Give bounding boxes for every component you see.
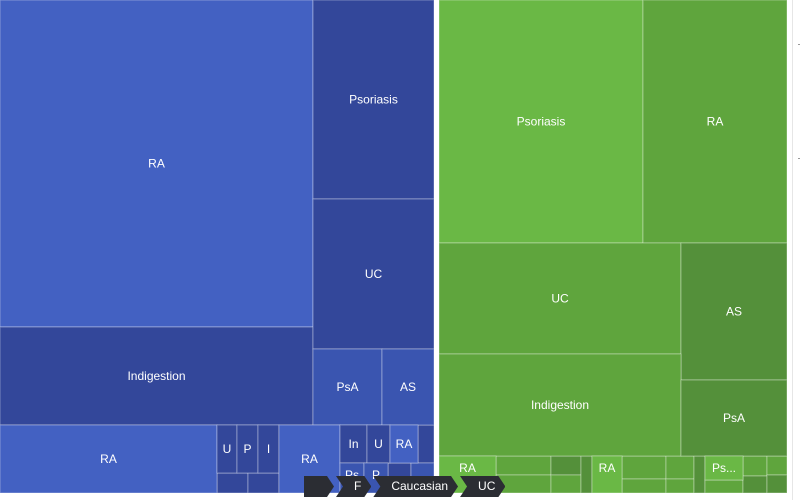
- treemap-cell[interactable]: [257, 424, 280, 474]
- treemap-cell[interactable]: [339, 424, 368, 464]
- treemap-cell[interactable]: [766, 455, 788, 476]
- treemap-node[interactable]: RA: [0, 0, 314, 328]
- treemap-node[interactable]: PsA: [680, 379, 788, 457]
- right-edge-strip: [792, 0, 800, 500]
- treemap-node[interactable]: PsA: [312, 348, 383, 426]
- treemap-cell[interactable]: [742, 475, 768, 494]
- treemap-cell[interactable]: [591, 455, 623, 494]
- treemap-cell[interactable]: [742, 455, 768, 477]
- breadcrumb: F Caucasian UC: [304, 476, 507, 497]
- treemap-cell[interactable]: [680, 242, 788, 381]
- treemap-cell[interactable]: [621, 455, 667, 480]
- treemap-cell[interactable]: [236, 424, 259, 474]
- treemap-cell[interactable]: [438, 0, 644, 244]
- breadcrumb-item-f[interactable]: F: [336, 476, 371, 497]
- treemap-cell[interactable]: [0, 424, 218, 494]
- treemap-cell[interactable]: [312, 198, 435, 350]
- treemap-node[interactable]: U: [216, 424, 238, 474]
- treemap-cell[interactable]: [247, 472, 280, 494]
- breadcrumb-item-caucasian[interactable]: Caucasian: [373, 476, 458, 497]
- treemap-cell[interactable]: [216, 472, 249, 494]
- treemap-node[interactable]: RA: [591, 455, 623, 494]
- treemap-node[interactable]: Psoriasis: [438, 0, 644, 244]
- treemap-cell[interactable]: [693, 455, 706, 494]
- treemap-node[interactable]: AS: [680, 242, 788, 381]
- treemap-cell[interactable]: [438, 353, 682, 457]
- breadcrumb-root[interactable]: [304, 476, 334, 497]
- treemap-cell[interactable]: [642, 0, 788, 244]
- treemap-cell[interactable]: [665, 455, 695, 480]
- treemap-node[interactable]: P: [236, 424, 259, 474]
- treemap-node[interactable]: RA: [0, 424, 218, 494]
- treemap-node[interactable]: Psoriasis: [312, 0, 435, 200]
- treemap-node[interactable]: RA: [642, 0, 788, 244]
- treemap-node[interactable]: Indigestion: [438, 353, 682, 457]
- treemap-cell[interactable]: [417, 424, 435, 464]
- treemap-cell[interactable]: [216, 424, 238, 474]
- treemap-node[interactable]: In: [339, 424, 368, 464]
- treemap-cell[interactable]: [389, 424, 419, 464]
- treemap-cell[interactable]: [621, 478, 667, 494]
- treemap-cell[interactable]: [704, 455, 744, 481]
- treemap-cell[interactable]: [495, 455, 552, 476]
- treemap-cell[interactable]: [550, 474, 582, 494]
- treemap-node[interactable]: AS: [381, 348, 435, 426]
- treemap-cell[interactable]: [438, 242, 682, 355]
- treemap-cell[interactable]: [0, 0, 314, 328]
- breadcrumb-item-uc[interactable]: UC: [460, 476, 505, 497]
- treemap-node[interactable]: Indigestion: [0, 326, 314, 426]
- treemap-cell[interactable]: [665, 478, 695, 494]
- treemap-cell[interactable]: [580, 455, 593, 494]
- treemap-cell[interactable]: [366, 424, 391, 464]
- treemap-cell[interactable]: [381, 348, 435, 426]
- treemap-node[interactable]: UC: [438, 242, 682, 355]
- treemap-node[interactable]: UC: [312, 198, 435, 350]
- treemap-cell[interactable]: [766, 474, 788, 494]
- treemap-cell[interactable]: [0, 326, 314, 426]
- treemap-node[interactable]: Ps...: [704, 455, 744, 481]
- treemap-cell[interactable]: [704, 479, 744, 494]
- treemap-node[interactable]: I: [257, 424, 280, 474]
- group-separator: [434, 0, 439, 500]
- treemap-cell[interactable]: [312, 0, 435, 200]
- treemap-cell[interactable]: [680, 379, 788, 457]
- edge-tick: [798, 44, 800, 45]
- treemap-cell[interactable]: [312, 348, 383, 426]
- treemap-node[interactable]: U: [366, 424, 391, 464]
- edge-tick: [798, 158, 800, 159]
- treemap-node[interactable]: RA: [389, 424, 419, 464]
- treemap-cell[interactable]: [550, 455, 582, 476]
